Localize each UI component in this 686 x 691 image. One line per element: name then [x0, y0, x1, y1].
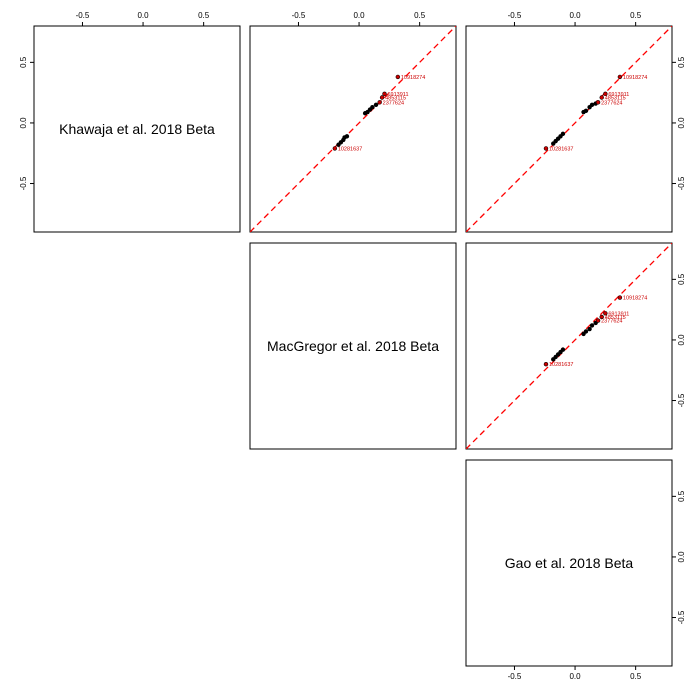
x-tick-label-top-2-3: 0.5	[414, 11, 426, 20]
data-point	[589, 102, 595, 107]
data-point	[344, 134, 350, 139]
diagonal-label-1: Khawaja et al. 2018 Beta	[59, 121, 215, 137]
x-tick-label-top-2-2: 0.0	[353, 11, 365, 20]
data-point	[583, 329, 589, 334]
highlighted-point	[544, 362, 548, 366]
data-point	[560, 347, 566, 352]
x-tick-label-bottom-3-2: 0.0	[569, 672, 581, 681]
y-tick-label-left-1-3: 0.5	[19, 56, 28, 68]
x-tick-label-top-3-2: 0.0	[569, 11, 581, 20]
point-label: 10281637	[549, 362, 573, 368]
y-tick-label-right-2-3: 0.5	[677, 273, 686, 285]
point-label: 2377624	[601, 100, 622, 106]
y-tick-label-right-1-2: 0.0	[677, 117, 686, 129]
x-tick-label-top-3-1: -0.5	[508, 11, 522, 20]
y-tick-label-right-2-1: -0.5	[677, 393, 686, 407]
reference-line-yx	[466, 26, 672, 232]
data-point	[587, 326, 592, 332]
y-tick-label-right-2-2: 0.0	[677, 334, 686, 346]
data-point	[373, 102, 379, 107]
x-tick-label-top-1-2: 0.0	[137, 11, 149, 20]
panel-frame-r3-c3	[465, 459, 673, 667]
highlighted-point	[396, 75, 400, 79]
point-label: 10918274	[623, 296, 647, 302]
diagonal-label-2: MacGregor et al. 2018 Beta	[267, 338, 439, 354]
y-tick-label-right-3-3: 0.5	[677, 490, 686, 502]
highlighted-point	[596, 100, 600, 104]
point-label: 10281637	[549, 146, 573, 152]
x-tick-label-top-1-3: 0.5	[198, 11, 210, 20]
highlighted-point	[600, 95, 604, 100]
point-label: 10918274	[623, 75, 647, 81]
highlighted-point	[603, 92, 607, 96]
x-tick-label-top-3-3: 0.5	[630, 11, 642, 20]
data-point	[370, 104, 375, 110]
point-label: 6913911	[608, 311, 629, 317]
y-tick-label-right-3-1: -0.5	[677, 610, 686, 624]
data-point	[560, 131, 566, 137]
x-tick-label-top-1-1: -0.5	[76, 11, 90, 20]
reference-line-yx	[250, 26, 456, 232]
panel-frame-r1-c2	[249, 25, 457, 233]
point-label: 6913911	[608, 92, 629, 98]
panel-frame-r1-c3	[465, 25, 673, 233]
point-label: 2377624	[601, 319, 622, 325]
point-label: 4853115	[385, 95, 406, 101]
panel-frame-r2-c3	[465, 242, 673, 450]
y-tick-label-right-1-1: -0.5	[677, 176, 686, 190]
highlighted-point	[618, 75, 622, 79]
highlighted-point	[380, 95, 384, 100]
x-tick-label-top-2-1: -0.5	[292, 11, 306, 20]
y-tick-label-left-1-2: 0.0	[19, 117, 28, 129]
highlighted-point	[596, 318, 600, 323]
y-tick-label-left-1-1: -0.5	[19, 176, 28, 190]
point-label: 6913911	[388, 92, 409, 98]
x-tick-label-bottom-3-3: 0.5	[630, 672, 642, 681]
highlighted-point	[600, 315, 604, 319]
panel-frame-r2-c2	[249, 242, 457, 450]
point-label: 10918274	[401, 75, 425, 81]
point-label: 2377624	[383, 100, 404, 106]
x-tick-label-bottom-3-1: -0.5	[508, 672, 522, 681]
data-point	[583, 108, 589, 114]
y-tick-label-right-1-3: 0.5	[677, 56, 686, 68]
reference-line-yx	[466, 243, 672, 449]
panel-frame-r1-c1	[33, 25, 241, 233]
highlighted-point	[333, 146, 337, 150]
highlighted-point	[544, 146, 548, 150]
point-label: 4853115	[605, 95, 626, 101]
highlighted-point	[378, 100, 382, 104]
diagonal-label-3: Gao et al. 2018 Beta	[505, 555, 634, 571]
y-tick-label-right-3-2: 0.0	[677, 551, 686, 563]
data-point	[589, 323, 595, 328]
highlighted-point	[618, 295, 622, 300]
point-label: 10281637	[338, 146, 362, 152]
point-label: 4853115	[605, 315, 626, 321]
highlighted-point	[382, 92, 387, 96]
highlighted-point	[603, 311, 607, 315]
